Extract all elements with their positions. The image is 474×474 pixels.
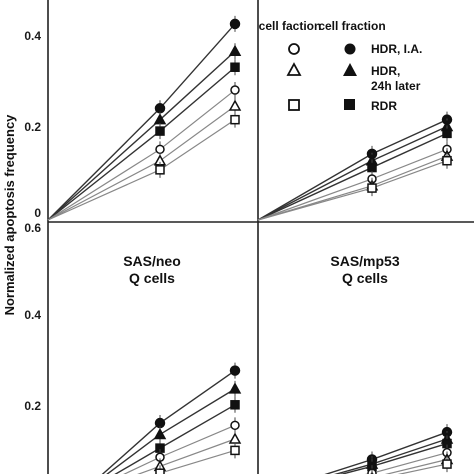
- panel-3-plot: [324, 424, 454, 474]
- y-tick-top-04: 0.4: [24, 29, 41, 43]
- panel-3-series-0-line: [324, 431, 448, 474]
- plot-marks: [47, 15, 454, 474]
- legend-open-triangle-marker: [286, 62, 302, 76]
- panel-0-series-0-point-1: [154, 103, 166, 114]
- legend-column-header-filled: cell fraction: [318, 19, 385, 33]
- legend: cell faction cell fraction HDR, I.A. HDR…: [259, 19, 423, 113]
- panel-3-series-1-line: [333, 438, 448, 474]
- y-tick-top-02: 0.2: [24, 120, 41, 134]
- panel-2-series-2-line: [114, 404, 236, 474]
- panel-1-series-2-point-2: [442, 128, 452, 139]
- panel-2-series-4-point-2: [228, 432, 242, 444]
- legend-label-hdr-24h-line2: 24h later: [371, 79, 421, 93]
- legend-filled-triangle-marker: [343, 63, 357, 76]
- legend-column-header-open: cell faction: [259, 19, 322, 33]
- panel-2-series-1-point-2: [228, 382, 242, 394]
- panel-1-series-5-point-2: [442, 155, 452, 166]
- panel-0-plot: [47, 15, 242, 221]
- legend-label-hdr-24h: HDR, 24h later: [371, 64, 421, 93]
- panel-title-sas-mp53-line2: Q cells: [342, 270, 388, 286]
- panel-0-series-1-line: [47, 50, 236, 221]
- panel-frames: [47, 0, 474, 474]
- panel-2-series-0-point-2: [229, 365, 241, 376]
- panel-2-series-5-point-1: [155, 468, 165, 474]
- panel-0-series-3-line: [47, 89, 236, 221]
- panel-1-series-5-point-1: [367, 183, 377, 193]
- panel-0-series-0-point-2: [229, 18, 241, 30]
- panel-1-series-2-line: [257, 132, 448, 221]
- panel-title-sas-mp53-line1: SAS/mp53: [330, 253, 399, 269]
- panel-3-series-5-line: [397, 463, 448, 474]
- panel-2-series-1-point-1: [153, 427, 167, 440]
- panel-title-sas-neo-line1: SAS/neo: [123, 253, 181, 269]
- panel-2-series-0-point-1: [154, 417, 166, 429]
- y-tick-bottom-04: 0.4: [24, 308, 41, 322]
- legend-open-square-marker: [288, 99, 300, 111]
- legend-label-hdr-24h-line1: HDR,: [371, 64, 400, 78]
- panel-0-series-5-point-2: [230, 114, 240, 125]
- panel-3-series-4-line: [384, 458, 448, 474]
- panel-0-series-0-line: [47, 23, 236, 221]
- panel-2-series-2-point-2: [230, 400, 240, 410]
- y-axis-label: Normalized apoptosis frequency: [2, 114, 17, 316]
- panel-0-series-2-point-2: [230, 62, 240, 72]
- panel-0-series-4-point-2: [228, 99, 242, 111]
- panel-0-series-3-point-1: [155, 144, 165, 155]
- panel-2-plot: [101, 362, 242, 474]
- legend-filled-square-marker: [344, 99, 355, 110]
- y-tick-bottom-06: 0.6: [24, 221, 41, 235]
- panel-0-series-1-point-2: [228, 44, 242, 57]
- y-tick-top-0: 0: [34, 206, 41, 220]
- panel-0-series-2-point-1: [155, 126, 165, 136]
- panel-3-series-5-point-2: [442, 459, 452, 469]
- legend-open-circle-marker: [288, 43, 300, 55]
- panel-2-series-3-point-2: [230, 420, 240, 431]
- panel-title-sas-neo-line2: Q cells: [129, 270, 175, 286]
- panel-0-series-2-line: [47, 66, 236, 221]
- panel-1-series-2-point-1: [367, 162, 377, 173]
- legend-label-rdr: RDR: [371, 99, 397, 113]
- panel-0-series-3-point-2: [230, 85, 240, 95]
- panel-1-series-1-line: [257, 125, 448, 221]
- y-tick-bottom-02: 0.2: [24, 399, 41, 413]
- panel-2-series-1-line: [106, 388, 236, 474]
- panel-0-series-5-point-1: [155, 165, 165, 175]
- panel-1-plot: [257, 111, 454, 221]
- legend-filled-circle-marker: [344, 43, 356, 55]
- panel-1-series-3-line: [257, 148, 448, 221]
- legend-label-hdr-ia: HDR, I.A.: [371, 42, 422, 56]
- panel-2-series-5-point-2: [230, 445, 240, 456]
